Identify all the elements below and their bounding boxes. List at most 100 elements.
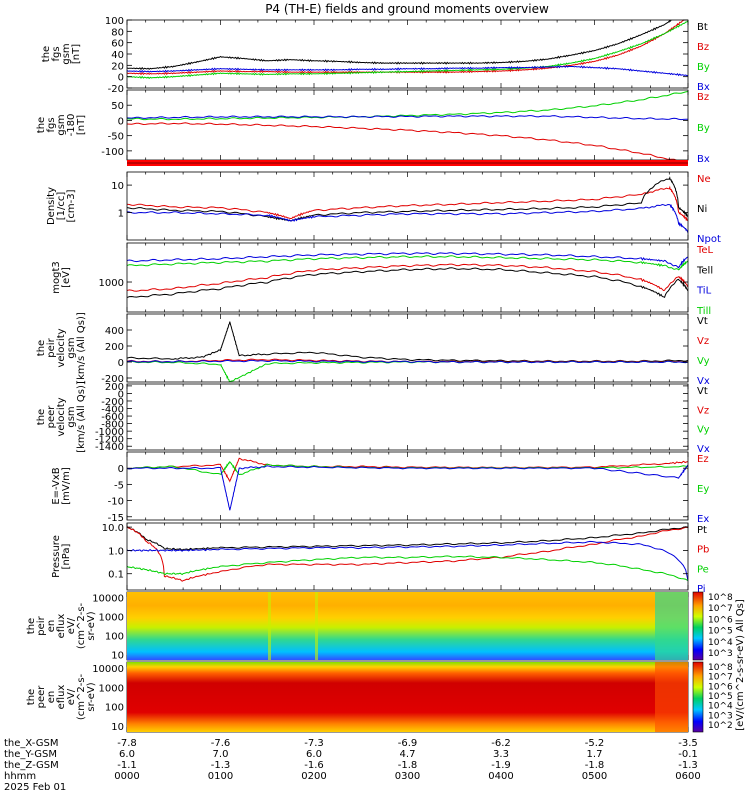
x-tick-label-Y: 4.7 <box>400 749 416 760</box>
x-tick-label-X: -6.2 <box>491 738 511 749</box>
y-axis-label: fgs <box>51 46 62 61</box>
series-line-Vx <box>127 359 688 364</box>
legend-TeL: TeL <box>696 245 714 256</box>
y-tick-label: -20 <box>108 84 124 95</box>
ion-spectrogram <box>127 592 688 660</box>
x-tick-label-hhmm: 0500 <box>582 771 607 782</box>
panel-frame <box>126 522 689 591</box>
series-line-Ex <box>127 464 688 511</box>
legend-By: By <box>697 123 710 134</box>
y-axis-label: the <box>41 46 52 62</box>
y-axis-label: eV/ <box>66 688 77 705</box>
x-tick-label-hhmm: 0600 <box>675 771 700 782</box>
x-tick-label-Z: -1.3 <box>211 760 231 771</box>
y-axis-label: [eV] <box>61 267 72 288</box>
x-tick-label-hhmm: 0300 <box>395 771 420 782</box>
legend-Vz: Vz <box>697 405 709 416</box>
legend-By: By <box>697 62 710 73</box>
y-tick-label: -1000 <box>95 427 124 438</box>
series-group <box>127 91 688 160</box>
y-tick-label: 50 <box>111 101 124 112</box>
y-axis-label: the <box>26 689 37 705</box>
y-tick-label: 0 <box>118 358 124 369</box>
x-tick-label-X: -7.8 <box>117 738 137 749</box>
series-line-Pe <box>127 555 688 582</box>
y-axis-label: (cm^2-s- <box>76 602 87 649</box>
x-tick-label-X: -3.5 <box>678 738 698 749</box>
panel-density: Ne Ni Npot 1 10 Density [1/cc] [cm-3] <box>46 171 721 245</box>
legend-Ex: Ex <box>697 514 709 525</box>
ion-spectrogram-fill <box>127 592 688 660</box>
y-axis-label: the <box>26 618 37 634</box>
x-tick-label-X: -7.3 <box>304 738 324 749</box>
series-line-Ne <box>127 185 688 222</box>
series-line-Pt <box>127 526 688 551</box>
colorbar-label: 10^7 <box>708 673 733 683</box>
y-tick-label: 100 <box>105 631 124 642</box>
series-line-Bt <box>127 20 674 71</box>
colorbar-label: 10^5 <box>708 627 733 637</box>
x-tick-label-X: -5.2 <box>585 738 605 749</box>
x-tick-label-Z: -1.8 <box>585 760 605 771</box>
y-tick-label: 10 <box>111 650 124 661</box>
colorbar-label: 10^5 <box>708 692 733 702</box>
y-tick-label: -600 <box>101 412 124 423</box>
panel-frame <box>126 451 689 521</box>
series-group <box>127 252 688 298</box>
y-axis-label: [cm-3] <box>66 189 77 222</box>
panel-frame <box>126 89 689 161</box>
y-axis-label: [nT] <box>71 44 82 64</box>
y-axis-label: the <box>36 340 47 356</box>
panel-frame <box>126 19 689 89</box>
legend-Bz: Bz <box>697 92 709 103</box>
y-axis-label: E=-VxB <box>51 467 62 504</box>
ion-spectrogram-spike-2 <box>315 592 318 660</box>
y-tick-label: 0 <box>118 116 124 127</box>
y-axis-label: [mV/m] <box>61 467 72 505</box>
x-row-label: the_Y-GSM <box>4 749 57 760</box>
y-tick-label: -200 <box>101 397 124 408</box>
y-tick-label: 20 <box>111 61 124 72</box>
series-group <box>127 526 688 582</box>
x-tick-label-Z: -1.1 <box>117 760 137 771</box>
x-tick-label-Y: 1.7 <box>587 749 603 760</box>
series-group <box>127 20 688 79</box>
series-line-Npot <box>127 203 688 233</box>
y-tick-label: -400 <box>101 405 124 416</box>
legend-Vy: Vy <box>697 356 710 367</box>
y-axis-label: the <box>36 409 47 425</box>
y-tick-label: 40 <box>111 50 124 61</box>
y-tick-label: 10 <box>111 181 124 192</box>
colorbar-label: 10^6 <box>708 615 733 625</box>
legend-Vx: Vx <box>697 444 710 455</box>
colorbar-labels: 10^810^710^610^510^410^310^810^710^610^5… <box>708 593 733 731</box>
legend-Tell: Tell <box>696 265 713 276</box>
legend-Ne: Ne <box>697 174 711 185</box>
series-line-By <box>127 20 688 79</box>
panel-pressure: Pt Pb Pe Pi 0.1 1.0 10.0 Pressure [nPa] <box>51 522 709 595</box>
legend-Vx: Vx <box>697 376 710 387</box>
legend-Vt: Vt <box>697 386 708 397</box>
y-tick-label: 100 <box>105 16 124 27</box>
y-tick-label: -15 <box>108 513 124 524</box>
y-axis-label: [km/s (All Qs)] <box>76 381 87 453</box>
y-axis-label: peer <box>36 685 47 709</box>
panel-frame <box>126 242 689 313</box>
x-tick-label-hhmm: 0100 <box>208 771 233 782</box>
x-row-label: hhmm <box>4 771 36 782</box>
x-tick-label-Z: -1.9 <box>491 760 511 771</box>
legend-TiL: TiL <box>696 286 712 297</box>
series-group <box>127 457 688 511</box>
x-tick-label-Y: 7.0 <box>213 749 229 760</box>
series-group <box>127 176 688 233</box>
y-axis-label: sr-eV) <box>86 611 97 640</box>
y-tick-label: 60 <box>111 39 124 50</box>
y-axis-label: the <box>36 117 47 133</box>
panel-temperature: TeL Tell TiL Till 1000 mogt3 [eV] <box>51 242 714 317</box>
colorbar-label: 10^6 <box>708 682 733 692</box>
y-tick-label: 1.0 <box>108 546 124 557</box>
y-tick-label: 1 <box>118 209 124 220</box>
y-tick-label: 1000 <box>99 613 124 624</box>
series-line-Ez <box>127 457 688 483</box>
y-tick-label: 10.0 <box>102 523 124 534</box>
